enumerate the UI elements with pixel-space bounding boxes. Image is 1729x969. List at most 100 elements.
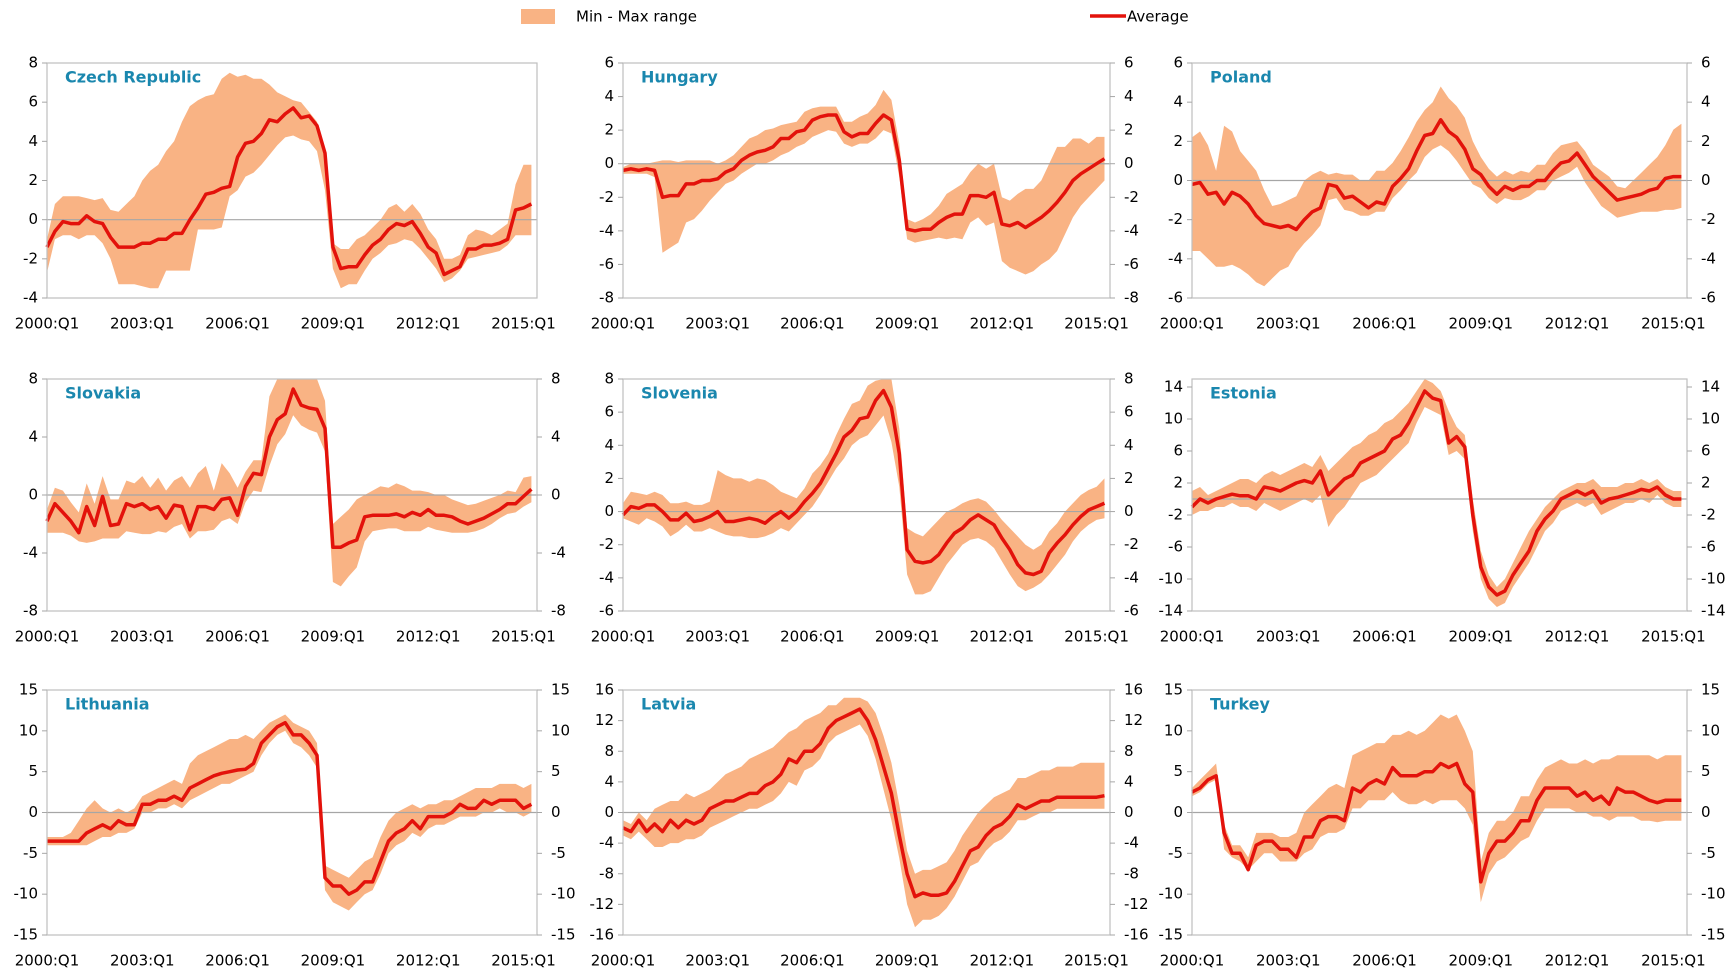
y2-tick-label: -4: [1701, 249, 1716, 267]
x-tick-label: 2009:Q1: [301, 952, 366, 969]
y2-tick-label: -4: [1124, 834, 1139, 852]
y-tick-label: 10: [1164, 721, 1183, 739]
y-tick-label: 0: [28, 803, 38, 821]
panel: -6 -4 -2 0 2 4 6 8 -6 -4 -2 0 2 4 6 8 2000:Q1 2003:Q1 2006…: [591, 370, 1139, 646]
y2-tick-label: 0: [1701, 171, 1711, 189]
y2-tick-label: -2: [1701, 210, 1716, 228]
y2-tick-label: 2: [1124, 469, 1134, 487]
y2-tick-label: 8: [1124, 742, 1134, 760]
x-tick-label: 2003:Q1: [1256, 315, 1321, 333]
y2-tick-label: -15: [551, 926, 576, 944]
x-tick-label: 2012:Q1: [396, 628, 461, 646]
y2-tick-label: 4: [551, 428, 561, 446]
y2-tick-label: 5: [551, 762, 561, 780]
y-tick-label: -2: [1168, 210, 1183, 228]
y2-tick-label: -5: [1701, 844, 1716, 862]
x-tick-label: 2000:Q1: [15, 628, 80, 646]
y-tick-label: -2: [599, 535, 614, 553]
x-tick-label: 2015:Q1: [1641, 628, 1706, 646]
chart-title: Slovenia: [641, 384, 718, 403]
y2-tick-label: 4: [1124, 772, 1134, 790]
y-tick-label: 8: [28, 370, 38, 388]
y-tick-label: 16: [595, 681, 614, 699]
x-tick-label: 2003:Q1: [110, 315, 175, 333]
y-tick-label: 4: [604, 436, 614, 454]
range-band: [1192, 86, 1682, 287]
y-tick-label: -4: [599, 568, 614, 586]
y-tick-label: 6: [604, 403, 614, 421]
x-tick-label: 2012:Q1: [970, 628, 1035, 646]
chart-title: Turkey: [1210, 695, 1271, 714]
average-line: [45, 387, 533, 549]
y2-tick-label: -12: [1124, 895, 1149, 913]
x-tick-label: 2006:Q1: [780, 628, 845, 646]
x-tick-label: 2012:Q1: [396, 315, 461, 333]
y-tick-label: 5: [28, 762, 38, 780]
legend-label: Min - Max range: [576, 8, 697, 26]
x-tick-label: 2003:Q1: [110, 952, 175, 969]
x-tick-label: 2012:Q1: [1545, 628, 1610, 646]
y-tick-label: 2: [28, 171, 38, 189]
y-tick-label: 5: [1173, 762, 1183, 780]
x-tick-label: 2000:Q1: [15, 315, 80, 333]
y-tick-label: 0: [604, 502, 614, 520]
y2-tick-label: 0: [551, 486, 561, 504]
legend-swatch: [521, 9, 555, 24]
x-tick-label: 2006:Q1: [1352, 315, 1417, 333]
y-tick-label: 8: [604, 742, 614, 760]
y-tick-label: -4: [23, 289, 38, 307]
legend: Min - Max range Average: [521, 8, 1189, 26]
x-tick-label: 2009:Q1: [301, 315, 366, 333]
x-tick-label: 2015:Q1: [1641, 952, 1706, 969]
average-line: [622, 707, 1105, 899]
y2-tick-label: 15: [1701, 681, 1720, 699]
range-band: [623, 379, 1105, 595]
y2-tick-label: -16: [1124, 926, 1149, 944]
x-tick-label: 2015:Q1: [491, 952, 556, 969]
y2-tick-label: 5: [1701, 762, 1711, 780]
x-tick-label: 2000:Q1: [1160, 952, 1225, 969]
y2-tick-label: 15: [551, 681, 570, 699]
y2-tick-label: -10: [1701, 885, 1726, 903]
y-tick-label: -5: [1168, 844, 1183, 862]
y-tick-label: 0: [28, 486, 38, 504]
x-tick-label: 2015:Q1: [1641, 315, 1706, 333]
y2-tick-label: 0: [1701, 803, 1711, 821]
y2-tick-label: 16: [1124, 681, 1143, 699]
x-tick-label: 2000:Q1: [15, 952, 80, 969]
y-tick-label: 4: [28, 132, 38, 150]
y2-tick-label: -8: [1124, 864, 1139, 882]
panel: -15 -10 -5 0 5 10 15 -15 -10 -5 0 5 10 15 2000:Q1 2003:…: [1159, 681, 1726, 969]
y2-tick-label: -10: [1701, 570, 1726, 588]
y-tick-label: -4: [23, 544, 38, 562]
y2-tick-label: 10: [1701, 721, 1720, 739]
y2-tick-label: 4: [1124, 436, 1134, 454]
chart-title: Hungary: [641, 68, 718, 87]
y-tick-label: -2: [599, 188, 614, 206]
legend-label: Average: [1127, 8, 1189, 26]
x-tick-label: 2000:Q1: [591, 628, 656, 646]
y-tick-label: -14: [1159, 602, 1184, 620]
average-line: [1191, 118, 1682, 232]
y-tick-label: -4: [599, 834, 614, 852]
y-tick-label: -16: [590, 926, 615, 944]
y-tick-label: -12: [590, 895, 615, 913]
y-tick-label: -4: [599, 221, 614, 239]
y-tick-label: -6: [1168, 538, 1183, 556]
chart-title: Poland: [1210, 68, 1272, 87]
panel: -6 -4 -2 0 2 4 6 -6 -4 -2 0 2 4 6 2000:Q1 2003:Q1 2006:Q…: [1160, 54, 1716, 333]
x-tick-label: 2003:Q1: [1256, 952, 1321, 969]
y2-tick-label: -15: [1701, 926, 1726, 944]
panel: -4 -2 0 2 4 6 8 2000:Q1 2003:Q1 2006:Q1 2009:Q1 201…: [15, 54, 556, 333]
x-tick-label: 2012:Q1: [1545, 315, 1610, 333]
y2-tick-label: -6: [1701, 538, 1716, 556]
y-tick-label: -6: [1168, 289, 1183, 307]
y2-tick-label: 10: [551, 721, 570, 739]
x-tick-label: 2003:Q1: [685, 315, 750, 333]
chart-title: Lithuania: [65, 695, 150, 714]
panel: -14 -10 -6 -2 2 6 10 14 -14 -10 -6 -2 2 6 10 14 2000:Q1 2…: [1159, 378, 1726, 646]
y-tick-label: 2: [1173, 132, 1183, 150]
y2-tick-label: -6: [1701, 289, 1716, 307]
y2-tick-label: 0: [551, 803, 561, 821]
